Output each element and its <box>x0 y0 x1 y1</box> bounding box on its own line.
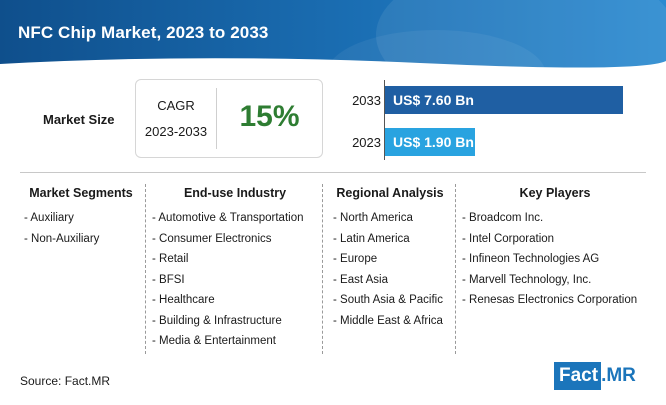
list-item: - Latin America <box>333 232 410 245</box>
column-divider <box>145 184 146 354</box>
market-size-bar-chart: 2033 US$ 7.60 Bn 2023 US$ 1.90 Bn <box>345 80 645 162</box>
bar-value-label: US$ 7.60 Bn <box>393 92 474 108</box>
bar-2033: US$ 7.60 Bn <box>385 86 623 114</box>
key-players-heading: Key Players <box>519 186 591 200</box>
list-item: - Non-Auxiliary <box>24 232 100 245</box>
list-item: - Middle East & Africa <box>333 314 443 327</box>
list-item: - Healthcare <box>152 294 215 306</box>
bar-2023: US$ 1.90 Bn <box>385 128 475 156</box>
header-decoration <box>376 0 666 68</box>
list-item: - Europe <box>333 253 378 265</box>
cagr-box: CAGR 2023-2033 15% <box>135 79 323 158</box>
cagr-period: 2023-2033 <box>144 124 208 139</box>
list-item: - Building & Infrastructure <box>152 314 282 327</box>
factmr-logo: Fact .MR <box>554 362 636 390</box>
list-item: - Consumer Electronics <box>152 232 272 245</box>
cagr-label: CAGR <box>157 98 195 113</box>
list-item: - Intel Corporation <box>462 232 555 245</box>
bar-year-label: 2023 <box>352 135 381 150</box>
segments-heading: Market Segments <box>29 186 133 200</box>
regional-heading: Regional Analysis <box>336 186 444 200</box>
list-item: - Media & Entertainment <box>152 335 277 347</box>
end-use-column: End-use Industry - Automotive & Transpor… <box>150 186 320 352</box>
list-item: - North America <box>333 212 413 224</box>
list-item: - Auxiliary <box>24 212 74 224</box>
section-divider <box>20 172 646 173</box>
market-size-label: Market Size <box>43 112 115 127</box>
bar-value-label: US$ 1.90 Bn <box>393 134 474 150</box>
list-item: - Broadcom Inc. <box>462 212 544 224</box>
key-players-column: Key Players - Broadcom Inc. - Intel Corp… <box>460 186 650 311</box>
end-use-heading: End-use Industry <box>183 186 287 200</box>
list-item: - Renesas Electronics Corporation <box>462 294 638 306</box>
bar-year-label: 2033 <box>352 93 381 108</box>
logo-mr: MR <box>606 365 636 386</box>
logo-fact: Fact <box>554 362 602 390</box>
column-divider <box>322 184 323 354</box>
cagr-value: 15% <box>239 100 300 133</box>
segments-column: Market Segments - Auxiliary - Non-Auxili… <box>20 186 142 249</box>
column-divider <box>455 184 456 354</box>
source-note: Source: Fact.MR <box>20 374 111 388</box>
bar-axis <box>384 80 385 160</box>
regional-column: Regional Analysis - North America - Lati… <box>327 186 453 331</box>
key-players-list: - Broadcom Inc. - Intel Corporation - In… <box>460 208 650 311</box>
list-item: - Infineon Technologies AG <box>462 253 600 265</box>
list-item: - Retail <box>152 253 189 265</box>
list-item: - BFSI <box>152 273 185 286</box>
header-banner: NFC Chip Market, 2023 to 2033 <box>0 0 666 68</box>
page-title: NFC Chip Market, 2023 to 2033 <box>18 23 269 42</box>
regional-list: - North America - Latin America - Europe… <box>327 208 453 331</box>
list-item: - Marvell Technology, Inc. <box>462 273 592 286</box>
segments-list: - Auxiliary - Non-Auxiliary <box>20 208 142 249</box>
cagr-divider <box>216 88 217 149</box>
header-wave <box>0 58 666 68</box>
logo-dot: . <box>601 365 607 386</box>
list-item: - East Asia <box>333 273 388 286</box>
list-item: - South Asia & Pacific <box>333 294 443 306</box>
end-use-list: - Automotive & Transportation - Consumer… <box>150 208 320 352</box>
list-item: - Automotive & Transportation <box>152 212 304 224</box>
